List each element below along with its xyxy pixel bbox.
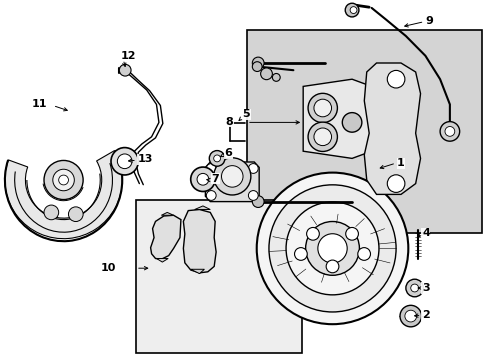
- Text: 13: 13: [137, 154, 152, 165]
- Circle shape: [404, 310, 416, 322]
- Wedge shape: [5, 151, 122, 239]
- Circle shape: [444, 126, 454, 136]
- Circle shape: [410, 284, 418, 292]
- Circle shape: [268, 185, 395, 312]
- Circle shape: [209, 150, 224, 166]
- Text: 9: 9: [425, 16, 432, 26]
- Text: 8: 8: [225, 117, 233, 127]
- Circle shape: [317, 234, 346, 263]
- Text: 3: 3: [421, 283, 429, 293]
- Circle shape: [345, 228, 358, 240]
- Polygon shape: [161, 212, 173, 215]
- Text: 10: 10: [101, 263, 116, 273]
- Text: 1: 1: [396, 158, 404, 168]
- Circle shape: [294, 248, 306, 260]
- Circle shape: [252, 196, 264, 207]
- Circle shape: [117, 154, 132, 168]
- Circle shape: [260, 68, 272, 80]
- Text: 12: 12: [120, 51, 136, 61]
- Polygon shape: [183, 210, 216, 273]
- Circle shape: [213, 158, 250, 195]
- Circle shape: [248, 190, 258, 201]
- Circle shape: [111, 148, 138, 175]
- Circle shape: [206, 190, 216, 201]
- Text: 6: 6: [224, 148, 232, 158]
- Circle shape: [285, 202, 378, 295]
- Circle shape: [213, 155, 220, 162]
- Circle shape: [44, 161, 83, 199]
- Circle shape: [119, 64, 131, 76]
- Circle shape: [59, 175, 68, 185]
- Circle shape: [386, 175, 404, 192]
- Circle shape: [256, 172, 407, 324]
- Circle shape: [307, 122, 337, 152]
- Circle shape: [252, 62, 262, 72]
- Circle shape: [272, 73, 280, 81]
- Polygon shape: [150, 215, 181, 259]
- Text: 11: 11: [32, 99, 47, 109]
- Circle shape: [342, 113, 361, 132]
- Circle shape: [68, 207, 83, 221]
- Circle shape: [190, 167, 215, 192]
- Circle shape: [44, 205, 59, 220]
- Circle shape: [307, 93, 337, 123]
- Polygon shape: [303, 79, 371, 158]
- Circle shape: [221, 166, 243, 187]
- Polygon shape: [194, 206, 210, 210]
- Polygon shape: [364, 63, 420, 194]
- Circle shape: [306, 228, 319, 240]
- Polygon shape: [156, 258, 168, 262]
- Circle shape: [439, 122, 459, 141]
- Text: 4: 4: [421, 228, 429, 238]
- Bar: [136, 200, 302, 353]
- Circle shape: [206, 163, 216, 174]
- Circle shape: [349, 6, 356, 14]
- Text: 5: 5: [242, 109, 250, 120]
- Bar: [246, 30, 481, 233]
- Text: 2: 2: [421, 310, 429, 320]
- Circle shape: [325, 260, 338, 273]
- Circle shape: [305, 221, 359, 275]
- Circle shape: [313, 128, 331, 145]
- Circle shape: [53, 169, 74, 191]
- Circle shape: [313, 99, 331, 117]
- Circle shape: [345, 3, 358, 17]
- Text: 7: 7: [211, 174, 219, 184]
- Circle shape: [405, 279, 423, 297]
- Circle shape: [386, 71, 404, 88]
- Circle shape: [252, 57, 264, 69]
- Circle shape: [357, 248, 370, 260]
- Circle shape: [248, 163, 258, 174]
- Circle shape: [399, 305, 421, 327]
- Polygon shape: [205, 162, 259, 202]
- Circle shape: [197, 174, 208, 185]
- Polygon shape: [190, 269, 204, 274]
